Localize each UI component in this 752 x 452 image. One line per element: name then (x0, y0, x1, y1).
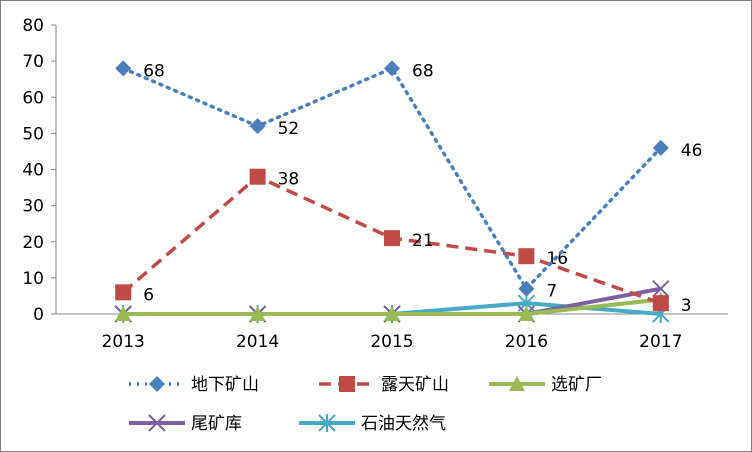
data-point-marker (518, 280, 535, 297)
y-tick-label: 60 (22, 88, 44, 108)
y-tick-label: 30 (22, 197, 44, 217)
data-label: 52 (278, 119, 300, 139)
legend-label: 尾矿库 (191, 414, 242, 434)
data-point-marker (518, 248, 535, 265)
data-label: 7 (546, 282, 557, 302)
data-point-marker (249, 306, 266, 321)
legend-marker (509, 376, 525, 391)
legend-label: 地下矿山 (191, 375, 259, 395)
data-label: 38 (278, 170, 300, 190)
x-tick-label: 2013 (102, 332, 145, 352)
legend-marker (148, 414, 166, 432)
data-point-marker (518, 306, 535, 321)
data-point-marker (652, 280, 670, 298)
data-point-marker (115, 60, 132, 77)
legend-marker (149, 376, 165, 392)
y-tick-label: 80 (22, 16, 44, 36)
data-point-marker (652, 295, 669, 312)
y-tick-label: 40 (22, 161, 44, 181)
data-point-marker (384, 306, 400, 321)
x-tick-label: 2015 (370, 332, 413, 352)
x-tick-label: 2014 (236, 332, 279, 352)
data-point-marker (384, 230, 400, 247)
data-label: 6 (143, 285, 154, 305)
data-label: 68 (143, 61, 165, 81)
data-point-marker (249, 168, 266, 185)
data-point-marker (115, 284, 132, 301)
legend-marker (339, 376, 355, 392)
data-point-marker (652, 139, 669, 156)
y-tick-label: 20 (22, 233, 44, 253)
legend-label: 露天矿山 (381, 375, 449, 395)
data-label: 68 (412, 61, 434, 81)
legend-label: 选矿厂 (551, 375, 602, 395)
y-tick-label: 10 (22, 269, 44, 289)
x-tick-label: 2017 (639, 332, 682, 352)
legend-marker (318, 414, 336, 432)
data-point-marker (115, 306, 132, 321)
data-point-marker (249, 118, 266, 135)
x-tick-label: 2016 (505, 332, 548, 352)
y-tick-label: 70 (22, 52, 44, 72)
legend-label: 石油天然气 (361, 414, 446, 434)
data-label: 21 (412, 231, 434, 251)
data-label: 46 (681, 141, 703, 161)
data-label: 3 (681, 296, 692, 316)
y-tick-label: 0 (33, 305, 44, 325)
series-line-地下矿山 (121, 66, 663, 292)
data-point-marker (384, 60, 400, 77)
y-tick-label: 50 (22, 124, 44, 144)
